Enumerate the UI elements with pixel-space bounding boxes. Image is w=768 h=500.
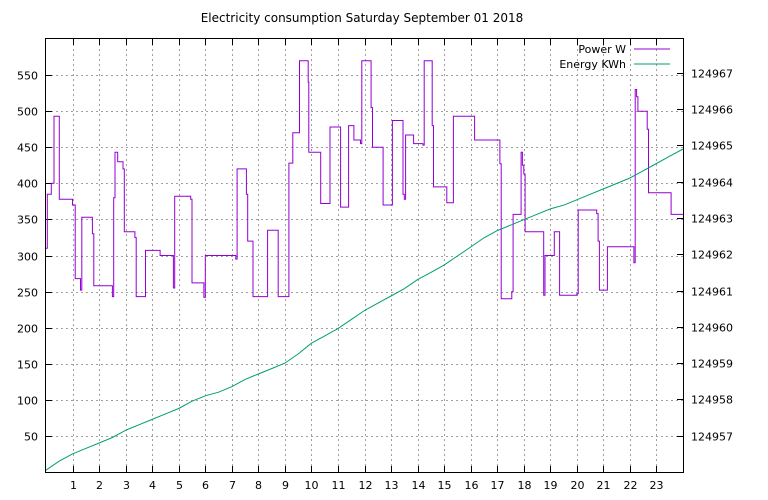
legend-label-power: Power W (578, 43, 626, 56)
y-left-tick-label: 100 (17, 395, 38, 408)
y-right-tick-label: 124959 (691, 358, 733, 371)
axis-ticks: 1 2 3 4 5 6 7 8 9 10 11 12 13 14 15 16 17 18 19 20 21 22 23501… (17, 39, 733, 492)
chart-title: Electricity consumption Saturday Septemb… (201, 11, 524, 25)
y-right-tick-label: 124963 (691, 213, 733, 226)
x-tick-label: 21 (597, 479, 611, 492)
y-left-tick-label: 50 (24, 431, 38, 444)
y-left-tick-label: 550 (17, 70, 38, 83)
y-right-tick-label: 124960 (691, 322, 733, 335)
x-tick-label: 5 (176, 479, 183, 492)
x-tick-label: 10 (305, 479, 319, 492)
plot-frame (45, 38, 684, 473)
x-tick-label: 8 (255, 479, 262, 492)
x-tick-label: 11 (332, 479, 346, 492)
x-tick-label: 7 (229, 479, 236, 492)
series-lines (45, 60, 684, 471)
y-right-tick-label: 124965 (691, 140, 733, 153)
legend: Power W Energy KWh (559, 43, 670, 71)
x-tick-label: 13 (385, 479, 399, 492)
power-series-line (46, 60, 683, 300)
energy-series-line (45, 148, 684, 471)
x-tick-label: 4 (149, 479, 156, 492)
y-left-tick-label: 500 (17, 106, 38, 119)
x-tick-label: 1 (70, 479, 77, 492)
x-tick-label: 12 (359, 479, 373, 492)
x-tick-label: 14 (412, 479, 426, 492)
y-right-tick-label: 124957 (691, 431, 733, 444)
y-left-tick-label: 450 (17, 142, 38, 155)
x-tick-label: 20 (571, 479, 585, 492)
legend-label-energy: Energy KWh (559, 58, 626, 71)
x-tick-label: 2 (96, 479, 103, 492)
x-tick-label: 22 (624, 479, 638, 492)
x-tick-label: 18 (518, 479, 532, 492)
x-tick-label: 19 (544, 479, 558, 492)
y-right-tick-label: 124962 (691, 249, 733, 262)
y-right-tick-label: 124961 (691, 286, 733, 299)
x-tick-label: 6 (202, 479, 209, 492)
y-left-tick-label: 300 (17, 251, 38, 264)
y-right-tick-label: 124966 (691, 104, 733, 117)
y-left-tick-label: 350 (17, 214, 38, 227)
x-tick-label: 17 (491, 479, 505, 492)
grid-lines (46, 39, 683, 472)
y-left-tick-label: 250 (17, 287, 38, 300)
x-tick-label: 23 (650, 479, 664, 492)
y-right-tick-label: 124958 (691, 394, 733, 407)
x-tick-label: 9 (282, 479, 289, 492)
x-tick-label: 15 (438, 479, 452, 492)
y-left-tick-label: 400 (17, 178, 38, 191)
x-tick-label: 16 (465, 479, 479, 492)
y-right-tick-label: 124967 (691, 68, 733, 81)
y-left-tick-label: 200 (17, 323, 38, 336)
y-left-tick-label: 150 (17, 359, 38, 372)
x-tick-label: 3 (123, 479, 130, 492)
y-right-tick-label: 124964 (691, 177, 733, 190)
